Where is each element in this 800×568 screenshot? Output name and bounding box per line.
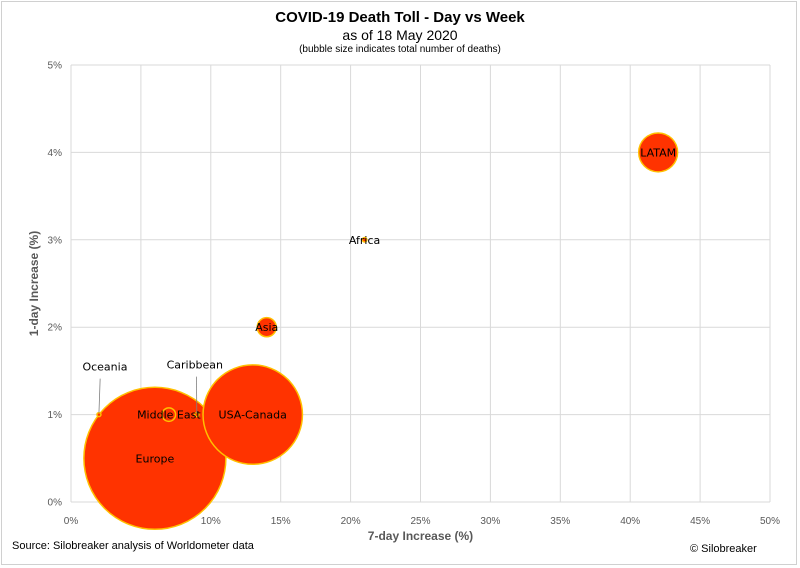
- africa-label: Africa: [349, 234, 380, 247]
- bubble-usa-canada: [202, 364, 304, 466]
- usa-canada-label: USA-Canada: [219, 409, 287, 422]
- x-tick-label: 20%: [341, 516, 361, 527]
- bubble-latam: [637, 132, 679, 173]
- x-tick-label: 50%: [760, 516, 780, 527]
- source-text: Source: Silobreaker analysis of Worldome…: [12, 540, 254, 552]
- bubble-asia: [256, 316, 277, 338]
- y-tick-label: 0%: [48, 498, 63, 509]
- x-tick-label: 45%: [690, 516, 710, 527]
- y-tick-label: 4%: [48, 148, 63, 159]
- x-tick-label: 15%: [271, 516, 291, 527]
- asia-label: Asia: [255, 321, 278, 334]
- oceania-callout: [98, 378, 101, 413]
- x-tick-label: 35%: [550, 516, 570, 527]
- bubble-middle-east: [161, 407, 177, 423]
- copyright-text: © Silobreaker: [690, 543, 757, 555]
- x-axis-label: 7-day Increase (%): [368, 529, 473, 543]
- x-tick-label: 30%: [480, 516, 500, 527]
- x-tick-label: 25%: [410, 516, 430, 527]
- x-tick-label: 40%: [620, 516, 640, 527]
- bubble-oceania: [96, 411, 102, 418]
- latam-label: LATAM: [640, 146, 676, 159]
- caribbean-label: Caribbean: [167, 359, 223, 372]
- oceania-label: Oceania: [82, 361, 127, 374]
- bubble-africa: [361, 236, 368, 243]
- x-tick-label: 10%: [201, 516, 221, 527]
- bubble-europe: [83, 386, 227, 531]
- y-tick-label: 2%: [48, 323, 63, 334]
- chart-subtitle: as of 18 May 2020: [342, 27, 458, 43]
- y-tick-label: 3%: [48, 235, 63, 246]
- y-tick-label: 1%: [48, 410, 63, 421]
- chart-note: (bubble size indicates total number of d…: [299, 44, 501, 55]
- middle-east-label: Middle East: [137, 409, 201, 422]
- chart-title: COVID-19 Death Toll - Day vs Week: [275, 9, 525, 26]
- y-tick-label: 5%: [48, 61, 63, 72]
- europe-label: Europe: [136, 452, 175, 465]
- y-axis-label: 1-day Increase (%): [27, 231, 41, 336]
- x-tick-label: 0%: [64, 516, 79, 527]
